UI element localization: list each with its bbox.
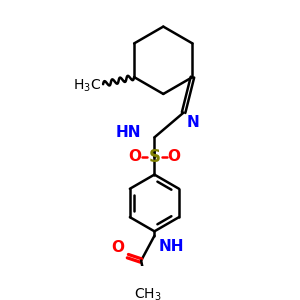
Text: HN: HN (116, 124, 141, 140)
Text: S: S (148, 148, 160, 166)
Text: O: O (111, 240, 124, 255)
Text: N: N (186, 115, 199, 130)
Text: O: O (128, 149, 141, 164)
Text: CH$_3$: CH$_3$ (134, 286, 162, 300)
Text: O: O (167, 149, 180, 164)
Text: NH: NH (159, 239, 184, 254)
Text: H$_3$C: H$_3$C (73, 78, 101, 94)
